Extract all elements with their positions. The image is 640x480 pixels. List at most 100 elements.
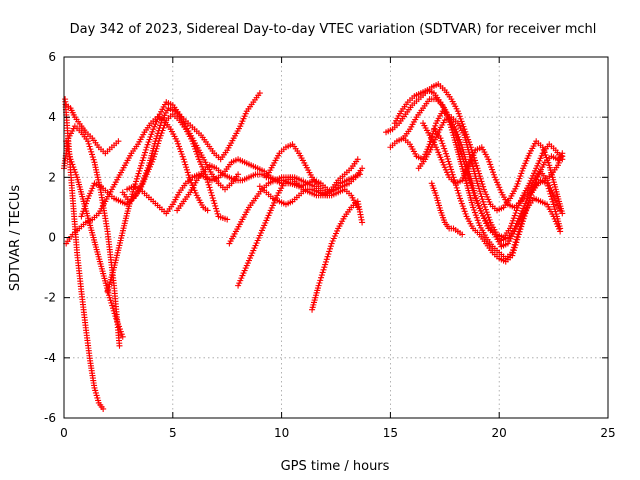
data-point [135, 170, 142, 177]
data-point [478, 193, 485, 200]
data-point [508, 220, 515, 227]
data-point [318, 272, 325, 279]
data-point [147, 133, 154, 140]
data-point [524, 202, 531, 209]
data-point [532, 179, 539, 186]
data-point [484, 211, 491, 218]
data-point [141, 175, 148, 182]
series-trace-4 [63, 102, 122, 157]
data-point [140, 154, 147, 161]
data-point [456, 192, 463, 199]
data-point [107, 297, 114, 304]
data-point [116, 342, 123, 349]
data-point [143, 144, 150, 151]
data-point [441, 145, 448, 152]
data-point [475, 182, 482, 189]
data-point [457, 195, 464, 202]
data-point [106, 294, 113, 301]
data-point [212, 202, 219, 209]
data-point [455, 133, 462, 140]
data-point [477, 207, 484, 214]
data-point [543, 154, 550, 161]
data-point [115, 138, 122, 145]
series-trace-1 [62, 96, 107, 412]
data-point [531, 181, 538, 188]
data-point [510, 249, 517, 256]
data-point [154, 130, 161, 137]
data-point [90, 156, 97, 163]
data-point [157, 122, 164, 129]
data-point [473, 162, 480, 169]
data-point [81, 205, 88, 212]
x-tick-label: 0 [60, 426, 68, 440]
data-point [86, 143, 93, 150]
data-point [455, 110, 462, 117]
data-point [224, 216, 231, 223]
series-trace-18 [387, 96, 564, 244]
data-point [486, 158, 493, 165]
data-point [320, 266, 327, 273]
data-point [445, 158, 452, 165]
data-point [137, 162, 144, 169]
y-axis-label: SDTVAR / TECUs [8, 185, 23, 292]
data-point [66, 153, 73, 160]
data-point [84, 138, 91, 145]
data-point [453, 184, 460, 191]
data-point [523, 205, 530, 212]
data-point [457, 139, 464, 146]
data-point [100, 405, 107, 412]
x-tick-label: 25 [600, 426, 615, 440]
data-point [529, 186, 536, 193]
data-point [453, 128, 460, 135]
data-point [176, 145, 183, 152]
data-point [457, 115, 464, 122]
data-point [509, 217, 516, 224]
series-trace-14 [263, 141, 361, 196]
data-point [71, 166, 78, 173]
data-point [149, 128, 156, 135]
data-point [144, 164, 151, 171]
x-axis-label: GPS time / hours [281, 459, 390, 474]
data-point [315, 282, 322, 289]
data-point [517, 226, 524, 233]
data-point [144, 141, 151, 148]
data-point [513, 183, 520, 190]
data-point [145, 139, 152, 146]
data-point [181, 158, 188, 165]
series-trace-8 [119, 90, 263, 205]
data-point [359, 165, 366, 172]
data-point [142, 146, 149, 153]
data-point [133, 178, 140, 185]
data-point [452, 179, 459, 186]
data-point [480, 201, 487, 208]
data-point [510, 247, 517, 254]
data-point [461, 126, 468, 133]
data-point [89, 151, 96, 158]
data-point [185, 172, 192, 179]
data-point [512, 242, 519, 249]
data-point [440, 142, 447, 149]
data-point [454, 131, 461, 138]
data-point [174, 138, 181, 145]
data-point [154, 132, 161, 139]
data-point [438, 137, 445, 144]
data-point [89, 154, 96, 161]
data-point [118, 331, 125, 338]
data-point [214, 210, 221, 217]
data-point [516, 175, 523, 182]
data-point [316, 280, 323, 287]
data-point [448, 166, 455, 173]
data-point [175, 140, 182, 147]
data-point [485, 214, 492, 221]
data-point [182, 161, 189, 168]
data-point [210, 197, 217, 204]
data-point [526, 197, 533, 204]
series-trace-22 [430, 126, 566, 265]
data-point [508, 222, 515, 229]
data-point [482, 206, 489, 213]
data-point [70, 164, 77, 171]
data-point [450, 174, 457, 181]
data-point [321, 264, 328, 271]
data-point [489, 169, 496, 176]
